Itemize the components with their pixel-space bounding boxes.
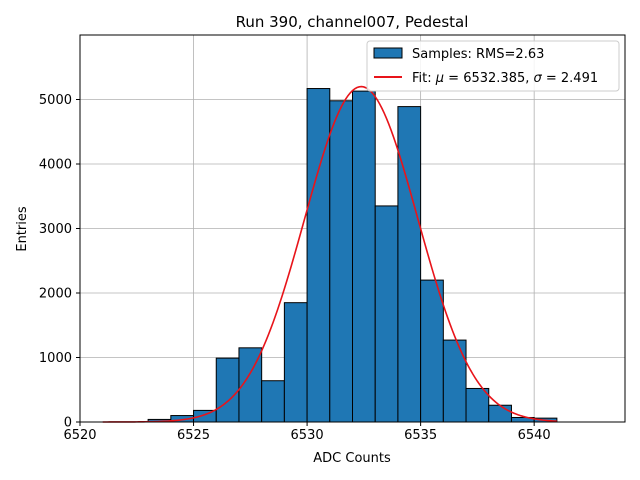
histogram-bar	[374, 205, 399, 423]
histogram-bar	[261, 380, 285, 423]
legend-label-samples: Samples: RMS=2.63	[412, 47, 544, 62]
histogram-bars	[147, 88, 558, 423]
y-tick-label: 0	[64, 416, 72, 431]
legend: Samples: RMS=2.63 Fit: μ = 6532.385, σ =…	[366, 40, 620, 92]
histogram-bar	[465, 387, 490, 423]
y-axis: 0 1000 2000 3000 4000 5000	[39, 93, 80, 431]
x-tick-label: 6540	[518, 428, 551, 443]
x-tick-label: 6520	[63, 428, 96, 443]
y-tick-label: 1000	[39, 351, 72, 366]
y-tick-label: 3000	[39, 222, 72, 237]
histogram-bar	[329, 100, 353, 423]
histogram-bar	[283, 302, 308, 423]
histogram-bar	[306, 88, 331, 423]
legend-label-fit: Fit: μ = 6532.385, σ = 2.491	[412, 71, 598, 86]
y-axis-label: Entries	[15, 206, 30, 252]
histogram-bar	[420, 279, 444, 423]
histogram-bar	[442, 339, 467, 423]
x-axis-label: ADC Counts	[313, 451, 391, 466]
legend-box	[366, 40, 620, 92]
x-tick-label: 6525	[177, 428, 210, 443]
y-tick-label: 5000	[39, 93, 72, 108]
histogram-bar	[488, 404, 512, 423]
histogram-bar	[215, 357, 240, 423]
x-tick-label: 6530	[291, 428, 324, 443]
y-tick-label: 2000	[39, 287, 72, 302]
histogram-bar	[352, 90, 376, 423]
chart-title: Run 390, channel007, Pedestal	[236, 13, 469, 31]
fit-curve	[102, 85, 557, 423]
legend-swatch-samples	[373, 47, 403, 59]
histogram-bar	[397, 106, 422, 423]
y-tick-label: 4000	[39, 158, 72, 173]
x-tick-label: 6535	[404, 428, 437, 443]
x-axis: 6520 6525 6530 6535 6540	[63, 422, 551, 443]
gaussian-fit	[102, 85, 557, 423]
